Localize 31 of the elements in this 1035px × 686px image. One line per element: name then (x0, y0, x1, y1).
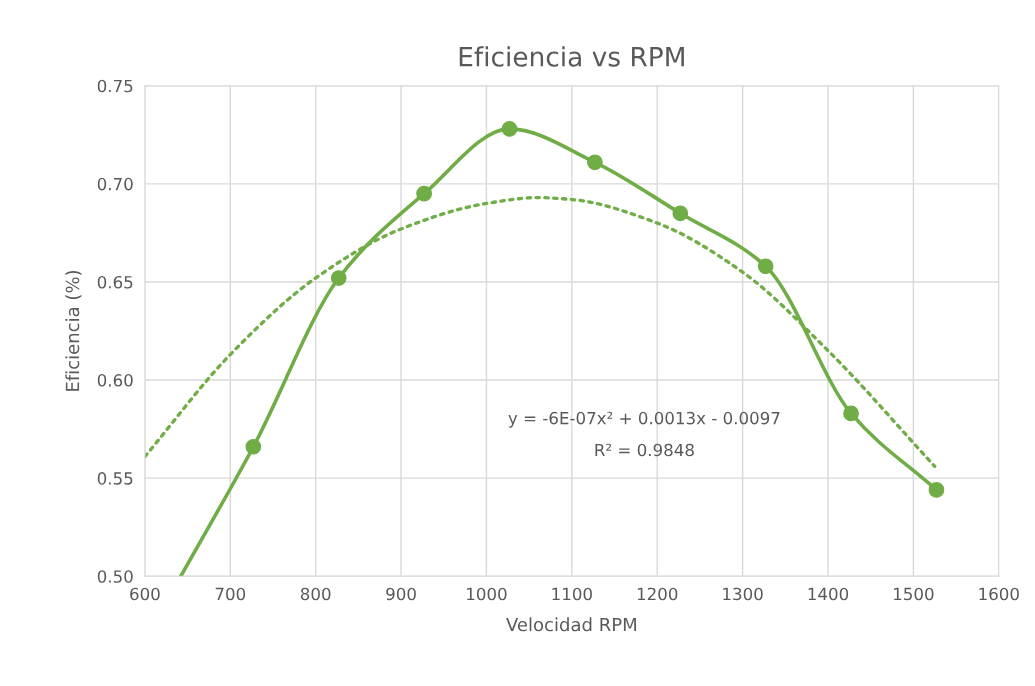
x-tick-label: 900 (386, 587, 416, 601)
annotation: R² = 0.9848 (595, 443, 694, 457)
x-tick-label: 1600 (979, 587, 1019, 601)
point (245, 438, 262, 455)
x-tick-label: 700 (215, 587, 246, 601)
point (672, 205, 689, 222)
y-tick-label: 0.55 (97, 472, 133, 485)
x-tick-label: 1100 (552, 587, 592, 601)
x-tick-label: 600 (130, 587, 160, 601)
x-tick-label: 800 (300, 587, 331, 601)
y-tick-label: 0.50 (97, 570, 133, 583)
point (501, 121, 518, 137)
point (416, 185, 432, 202)
x-axis-title: Velocidad RPM (506, 617, 636, 632)
point (843, 405, 859, 422)
point (757, 258, 774, 275)
y-axis-title: Eficiencia (%) (65, 270, 82, 391)
y-tick-label: 0.60 (97, 374, 133, 387)
x-tick-label: 1400 (808, 587, 849, 601)
y-tick-label: 0.75 (97, 79, 133, 93)
point (587, 154, 603, 171)
point (928, 482, 945, 498)
chart-title: Eficiencia vs RPM (459, 46, 684, 67)
annotation: y = -6E-07x² + 0.0013x - 0.0097 (508, 411, 780, 428)
x-tick-label: 1500 (894, 587, 934, 601)
x-tick-label: 1000 (467, 587, 507, 601)
y-tick-label: 0.70 (97, 177, 133, 191)
y-tick-label: 0.65 (97, 275, 133, 289)
x-tick-label: 1200 (637, 587, 678, 601)
point (330, 270, 347, 286)
x-tick-label: 1300 (723, 587, 763, 601)
